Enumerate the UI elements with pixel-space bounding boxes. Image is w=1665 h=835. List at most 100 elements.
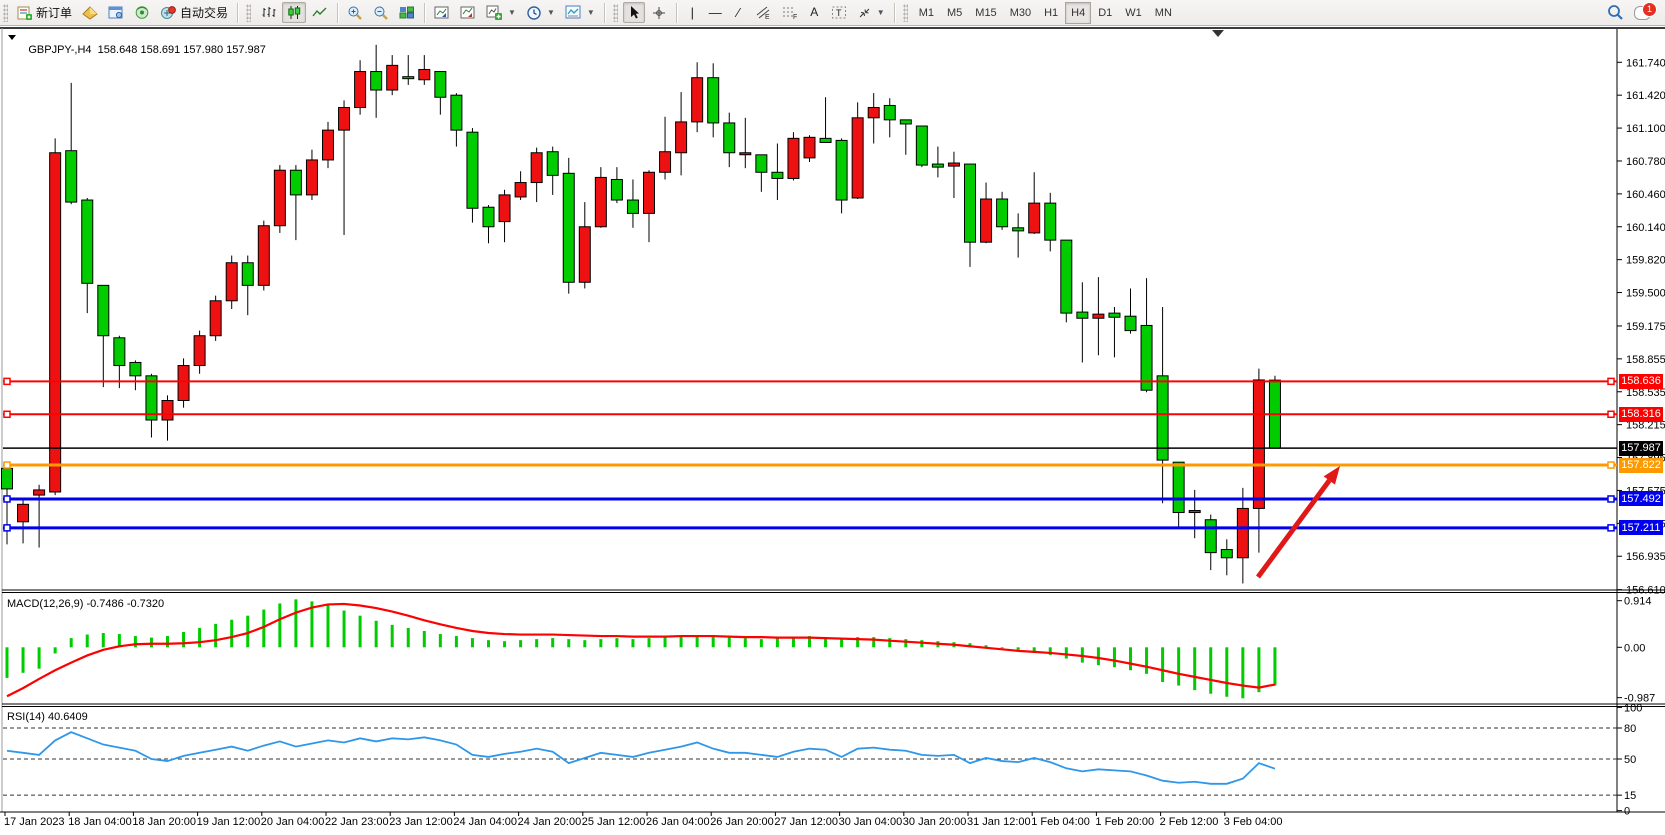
- svg-text:80: 80: [1624, 723, 1636, 735]
- svg-text:160.460: 160.460: [1626, 189, 1665, 201]
- collapse-triangle-icon[interactable]: [8, 35, 16, 40]
- svg-text:26 Jan 20:00: 26 Jan 20:00: [710, 816, 774, 828]
- chart-shift-marker-icon[interactable]: [1212, 30, 1224, 37]
- svg-text:20 Jan 04:00: 20 Jan 04:00: [261, 816, 325, 828]
- timeframe-button-m30[interactable]: M30: [1009, 6, 1032, 19]
- svg-text:E: E: [765, 14, 770, 20]
- toolbar-grip[interactable]: [246, 3, 252, 22]
- toolbar-separator: [237, 2, 239, 23]
- fibonacci-tool-button[interactable]: F: [777, 2, 802, 23]
- timeframe-button-d1[interactable]: D1: [1098, 6, 1113, 19]
- timeframe-button-m1[interactable]: M1: [918, 6, 934, 19]
- svg-text:161.420: 161.420: [1626, 90, 1665, 102]
- bar-chart-type-button[interactable]: [256, 2, 280, 23]
- candlesticks: [1, 44, 1281, 584]
- metaeditor-button[interactable]: [78, 2, 102, 23]
- cursor-arrow-icon: [630, 6, 639, 19]
- timeframe-button-m5[interactable]: M5: [947, 6, 963, 19]
- data-window-button[interactable]: [104, 2, 128, 23]
- equidistant-channel-tool-button[interactable]: E: [751, 2, 775, 23]
- toolbar-separator: [337, 2, 339, 23]
- text-label-tool-button[interactable]: T: [827, 2, 851, 23]
- crosshair-tool-button[interactable]: [647, 2, 671, 23]
- toolbar-grip[interactable]: [902, 3, 908, 22]
- new-order-button[interactable]: 新订单: [13, 2, 76, 23]
- chevron-down-icon: ▼: [546, 8, 555, 17]
- arrows-tool-button[interactable]: ▼: [853, 2, 889, 23]
- templates-button[interactable]: ▼: [561, 2, 599, 23]
- svg-text:18 Jan 20:00: 18 Jan 20:00: [132, 816, 196, 828]
- chart-symbol-title: GBPJPY-,H4 158.648 158.691 157.980 157.9…: [10, 32, 266, 68]
- blue-window-icon: [108, 6, 123, 18]
- svg-text:159.500: 159.500: [1626, 288, 1665, 300]
- toolbar-separator: [675, 2, 677, 23]
- svg-text:T: T: [836, 8, 842, 18]
- timeframe-button-mn[interactable]: MN: [1154, 6, 1172, 19]
- horizontal-line-tool-button[interactable]: —: [708, 5, 722, 20]
- auto-trading-button[interactable]: 自动交易: [156, 2, 232, 23]
- main-toolbar: 新订单: [0, 0, 1665, 26]
- symbol-period-label: GBPJPY-,H4: [28, 44, 92, 56]
- price-level-badge: 157.211: [1619, 520, 1663, 536]
- svg-text:159.820: 159.820: [1626, 255, 1665, 267]
- gold-diamond-icon: [82, 5, 98, 20]
- tile-windows-button[interactable]: [395, 2, 419, 23]
- toolbar-grip[interactable]: [612, 3, 618, 22]
- svg-text:19 Jan 12:00: 19 Jan 12:00: [197, 816, 261, 828]
- rsi-level-lines: [3, 727, 1617, 796]
- timeframe-button-h4[interactable]: H4: [1065, 1, 1092, 24]
- svg-text:17 Jan 2023: 17 Jan 2023: [4, 816, 65, 828]
- time-axis[interactable]: 17 Jan 2023 18 Jan 04:00 18 Jan 20:00 19 Ja…: [4, 812, 1283, 828]
- svg-text:1 Feb 20:00: 1 Feb 20:00: [1095, 816, 1154, 828]
- arrange-horizontal-icon: [460, 6, 475, 19]
- svg-text:27 Jan 12:00: 27 Jan 12:00: [774, 816, 838, 828]
- new-order-icon: [17, 6, 32, 20]
- cursor-tool-button[interactable]: [622, 2, 645, 23]
- svg-text:156.935: 156.935: [1626, 551, 1665, 563]
- zoom-out-button[interactable]: [369, 2, 393, 23]
- signals-button[interactable]: [130, 2, 154, 23]
- arrow-annotation[interactable]: [1255, 466, 1340, 579]
- line-chart-type-button[interactable]: [308, 2, 332, 23]
- macd-indicator-label: MACD(12,26,9) -0.7486 -0.7320: [7, 598, 165, 610]
- period-clock-button[interactable]: ▼: [522, 2, 559, 23]
- search-icon[interactable]: [1607, 4, 1624, 21]
- price-level-badge: 157.822: [1619, 457, 1663, 473]
- chevron-down-icon: ▼: [508, 8, 516, 17]
- chart-window: 161.740 161.420 161.100 160.780 160.460 160.1…: [0, 26, 1665, 835]
- svg-text:161.740: 161.740: [1626, 57, 1665, 69]
- timeframe-button-m15[interactable]: M15: [975, 6, 997, 19]
- line-chart-icon: [312, 7, 327, 17]
- price-level-badge: 157.987: [1619, 440, 1663, 456]
- cascade-windows-button[interactable]: [456, 2, 480, 23]
- timeframe-button-h1[interactable]: H1: [1044, 6, 1059, 19]
- crosshair-icon: [652, 6, 665, 19]
- zoom-in-icon: [348, 6, 362, 20]
- svg-text:159.175: 159.175: [1626, 321, 1665, 333]
- new-chart-icon: [486, 5, 503, 20]
- horizontal-level-lines[interactable]: [3, 377, 1617, 532]
- candlestick-chart-type-button[interactable]: [282, 2, 307, 23]
- arrange-vertical-icon: [434, 6, 449, 19]
- green-signal-icon: [135, 6, 149, 19]
- zoom-in-button[interactable]: [343, 2, 367, 23]
- notifications-button[interactable]: 1: [1634, 1, 1657, 20]
- svg-text:0.914: 0.914: [1624, 596, 1652, 608]
- text-tool-button[interactable]: A: [810, 5, 819, 19]
- toolbar-grip[interactable]: [3, 3, 8, 22]
- shapes-arrows-icon: [859, 8, 870, 17]
- vertical-line-tool-button[interactable]: |: [690, 5, 694, 20]
- chart-canvas[interactable]: 161.740 161.420 161.100 160.780 160.460 160.1…: [0, 26, 1665, 835]
- arrange-windows-button[interactable]: [430, 2, 454, 23]
- text-label-icon: T: [831, 6, 846, 19]
- candlestick-icon: [288, 6, 301, 19]
- toolbar-separator: [893, 2, 895, 23]
- clock-icon: [527, 5, 541, 20]
- trendline-tool-button[interactable]: ∕: [737, 5, 740, 20]
- new-order-label: 新订单: [36, 6, 73, 20]
- svg-text:F: F: [793, 14, 797, 20]
- new-chart-button[interactable]: ▼: [482, 2, 520, 23]
- tile-windows-icon: [399, 6, 415, 19]
- timeframe-button-w1[interactable]: W1: [1125, 6, 1142, 19]
- toolbar-separator: [424, 2, 426, 23]
